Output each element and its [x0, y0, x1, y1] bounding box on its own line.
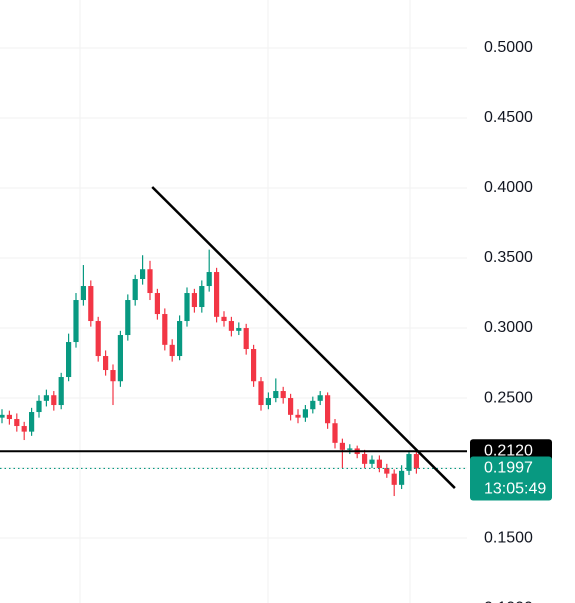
- candle-body: [51, 395, 57, 406]
- candle-body: [347, 448, 353, 450]
- candle-body: [251, 349, 257, 382]
- candle-body: [29, 412, 35, 432]
- current-price-tag: [470, 456, 552, 501]
- current-price-label: 0.1997: [484, 460, 533, 477]
- y-tick-label: 0.4000: [484, 179, 533, 196]
- candle-body: [169, 344, 175, 357]
- y-tick-label: 0.3000: [484, 319, 533, 336]
- candle-body: [117, 335, 123, 382]
- y-tick-label: 0.5000: [484, 39, 533, 56]
- candle-body: [325, 395, 331, 424]
- candle-body: [66, 342, 72, 378]
- candle-body: [162, 314, 168, 345]
- candle-body: [384, 468, 390, 474]
- candle-body: [332, 423, 338, 443]
- candle-body: [228, 321, 234, 331]
- candle-body: [258, 381, 264, 406]
- candle-body: [406, 454, 412, 471]
- candle-body: [221, 316, 227, 322]
- candle-body: [199, 286, 205, 308]
- candle-body: [310, 400, 316, 410]
- candle-body: [369, 459, 375, 464]
- trendline: [151, 186, 456, 489]
- candle-body: [273, 391, 279, 399]
- countdown-label: 13:05:49: [484, 481, 546, 498]
- candle-body: [184, 293, 190, 322]
- candle-body: [147, 269, 153, 294]
- candle-body: [21, 426, 27, 432]
- y-tick-label: 0.4500: [484, 109, 533, 126]
- candle-body: [280, 391, 286, 399]
- candle-body: [391, 473, 397, 485]
- candle-body: [317, 395, 323, 401]
- candle-body: [191, 293, 197, 308]
- candle-body: [110, 370, 116, 382]
- candle-body: [339, 442, 345, 450]
- candle-body: [125, 300, 131, 336]
- candle-body: [413, 454, 419, 469]
- candle-body: [73, 300, 79, 343]
- y-tick-label: 0.1500: [484, 529, 533, 546]
- candle-body: [206, 272, 212, 287]
- candle-body: [88, 286, 94, 322]
- candle-body: [95, 321, 101, 357]
- candle-body: [132, 279, 138, 301]
- candle-body: [80, 286, 86, 301]
- candle-body: [154, 293, 160, 315]
- candle-body: [43, 395, 49, 401]
- candle-body: [265, 398, 271, 406]
- candle-body: [376, 459, 382, 469]
- candle-body: [214, 272, 220, 317]
- candle-body: [399, 470, 405, 485]
- candle-body: [243, 328, 249, 350]
- y-tick-label: 0.3500: [484, 249, 533, 266]
- candle-body: [0, 414, 5, 418]
- candle-body: [288, 398, 294, 415]
- price-tag-label: 0.2120: [484, 442, 533, 459]
- candle-body: [103, 356, 109, 371]
- candle-body: [302, 409, 308, 418]
- candle-body: [177, 321, 183, 357]
- candle-body: [140, 269, 146, 280]
- candle-body: [36, 400, 42, 413]
- candle-body: [58, 377, 64, 406]
- candle-body: [6, 414, 12, 420]
- y-tick-label: 0.2500: [484, 389, 533, 406]
- candle-body: [362, 454, 368, 464]
- y-tick-label: 0.1000: [484, 599, 533, 603]
- candle-body: [14, 419, 20, 427]
- candle-body: [236, 328, 242, 331]
- candle-body: [295, 414, 301, 418]
